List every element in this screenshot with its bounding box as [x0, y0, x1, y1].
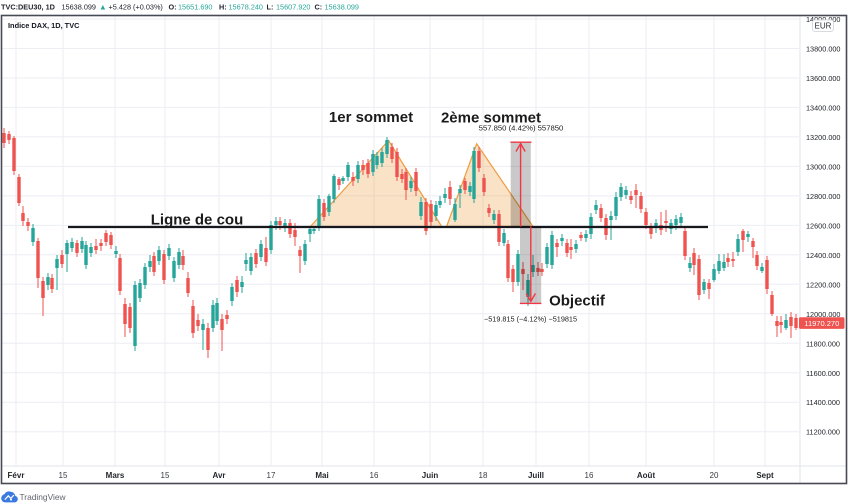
svg-text:17: 17 [267, 471, 276, 480]
svg-text:H:: H: [219, 3, 227, 12]
svg-text:O:: O: [169, 3, 177, 12]
svg-text:Ligne de cou: Ligne de cou [151, 212, 244, 229]
svg-text:16: 16 [370, 471, 379, 480]
svg-text:−519.815 (−4.12%) −519815: −519.815 (−4.12%) −519815 [484, 315, 577, 324]
svg-text:11970.270: 11970.270 [804, 319, 839, 328]
svg-text:▲: ▲ [99, 2, 107, 11]
svg-text:12800.000: 12800.000 [806, 192, 841, 201]
svg-text:Mars: Mars [106, 471, 125, 480]
svg-text:16: 16 [585, 471, 594, 480]
svg-text:L:: L: [267, 3, 274, 12]
svg-text:15638.099: 15638.099 [62, 3, 97, 12]
svg-text:13800.000: 13800.000 [806, 45, 841, 54]
svg-text:Mai: Mai [315, 471, 328, 480]
svg-text:Août: Août [637, 471, 656, 480]
svg-text:11600.000: 11600.000 [806, 369, 840, 378]
svg-text:TradingView: TradingView [20, 492, 67, 502]
svg-text:13200.000: 13200.000 [806, 133, 841, 142]
svg-text:13400.000: 13400.000 [806, 103, 841, 112]
svg-text:557.850 (4.42%) 557850: 557.850 (4.42%) 557850 [479, 124, 564, 133]
svg-text:15: 15 [59, 471, 68, 480]
svg-text:15638.099: 15638.099 [325, 3, 360, 12]
svg-text:Févr: Févr [8, 471, 25, 480]
svg-text:Juill: Juill [528, 471, 544, 480]
svg-text:Indice DAX, 1D, TVC: Indice DAX, 1D, TVC [8, 21, 80, 30]
svg-text:Avr: Avr [212, 471, 225, 480]
svg-text:Juin: Juin [422, 471, 439, 480]
svg-text:15678.240: 15678.240 [229, 3, 264, 12]
svg-text:12400.000: 12400.000 [806, 251, 841, 260]
svg-text:18: 18 [479, 471, 488, 480]
svg-text:15: 15 [161, 471, 170, 480]
svg-text:15651.690: 15651.690 [178, 3, 213, 12]
svg-text:12200.000: 12200.000 [806, 280, 841, 289]
svg-text:12600.000: 12600.000 [806, 221, 841, 230]
svg-text:C:: C: [315, 3, 323, 12]
svg-text:TVC:DEU30, 1D: TVC:DEU30, 1D [1, 3, 55, 12]
svg-text:13600.000: 13600.000 [806, 74, 841, 83]
svg-text:12000.000: 12000.000 [806, 310, 841, 319]
svg-text:Objectif: Objectif [549, 293, 606, 310]
svg-text:EUR: EUR [815, 22, 832, 31]
svg-text:Sept: Sept [756, 471, 774, 480]
svg-text:11800.000: 11800.000 [806, 339, 840, 348]
svg-text:20: 20 [710, 471, 719, 480]
svg-text:11400.000: 11400.000 [806, 398, 840, 407]
svg-text:13000.000: 13000.000 [806, 162, 841, 171]
svg-text:1er sommet: 1er sommet [329, 109, 413, 126]
svg-text:15607.920: 15607.920 [276, 3, 311, 12]
svg-text:2ème sommet: 2ème sommet [441, 110, 541, 127]
svg-text:11200.000: 11200.000 [806, 428, 840, 437]
svg-text:+5.428 (+0.03%): +5.428 (+0.03%) [109, 3, 163, 12]
